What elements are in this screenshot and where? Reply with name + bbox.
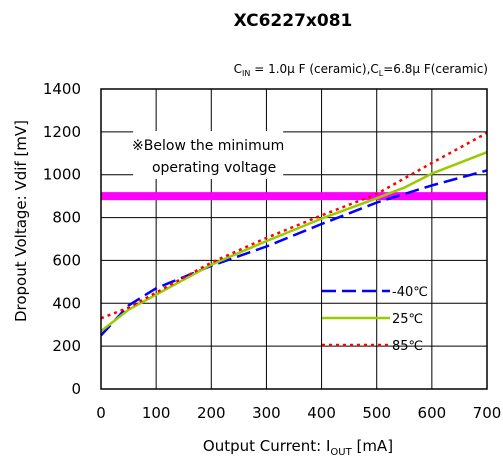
y-tick-label: 200 xyxy=(52,337,81,355)
x-axis-label-sub: OUT xyxy=(330,447,352,458)
x-tick-labels: 0 100 200 300 400 500 600 700 xyxy=(96,404,501,422)
x-tick-label: 300 xyxy=(252,404,281,422)
x-axis-label: Output Current: IOUT [mA] xyxy=(203,437,393,458)
y-tick-labels: 0 200 400 600 800 1000 1200 1400 xyxy=(43,80,81,398)
cin-symbol: C xyxy=(234,62,242,76)
annotation: ※Below the minimum operating voltage xyxy=(132,131,284,179)
annotation-line-2: operating voltage xyxy=(152,160,276,176)
x-tick-label: 400 xyxy=(307,404,336,422)
cin-subscript: IN xyxy=(242,69,250,78)
chart-title: XC6227x081 xyxy=(234,11,353,31)
annotation-line-1: ※Below the minimum xyxy=(132,138,284,154)
x-axis-label-unit: [mA] xyxy=(352,437,393,455)
legend-label: -40℃ xyxy=(392,285,428,300)
y-tick-label: 400 xyxy=(52,294,81,312)
legend: -40℃ 25℃ 85℃ xyxy=(322,285,428,354)
x-tick-label: 100 xyxy=(142,404,171,422)
plot-frame xyxy=(100,88,488,390)
y-tick-label: 600 xyxy=(52,251,81,269)
x-axis-label-main: Output Current: I xyxy=(203,437,330,455)
y-tick-label: 1000 xyxy=(43,166,81,184)
y-axis-label: Dropout Voltage: Vdif [mV] xyxy=(12,120,30,322)
series-line xyxy=(100,151,488,333)
series-line xyxy=(100,131,488,320)
series-lines xyxy=(100,131,488,337)
y-tick-label: 1200 xyxy=(43,123,81,141)
y-tick-label: 0 xyxy=(71,380,81,398)
legend-label: 25℃ xyxy=(392,312,423,327)
y-tick-label: 1400 xyxy=(43,80,81,98)
y-tick-label: 800 xyxy=(52,209,81,227)
test-conditions: CIN = 1.0μ F (ceramic),CL=6.8μ F(ceramic… xyxy=(234,62,488,78)
x-tick-label: 700 xyxy=(473,404,502,422)
cl-subscript: L xyxy=(379,69,384,78)
legend-label: 85℃ xyxy=(392,339,423,354)
cl-value: =6.8μ F(ceramic) xyxy=(383,62,488,76)
x-tick-label: 0 xyxy=(96,404,106,422)
x-tick-label: 600 xyxy=(418,404,447,422)
grid xyxy=(101,89,487,389)
x-tick-label: 200 xyxy=(197,404,226,422)
x-tick-label: 500 xyxy=(362,404,391,422)
cin-value: = 1.0μ F (ceramic),C xyxy=(250,62,378,76)
series-line xyxy=(100,169,488,337)
